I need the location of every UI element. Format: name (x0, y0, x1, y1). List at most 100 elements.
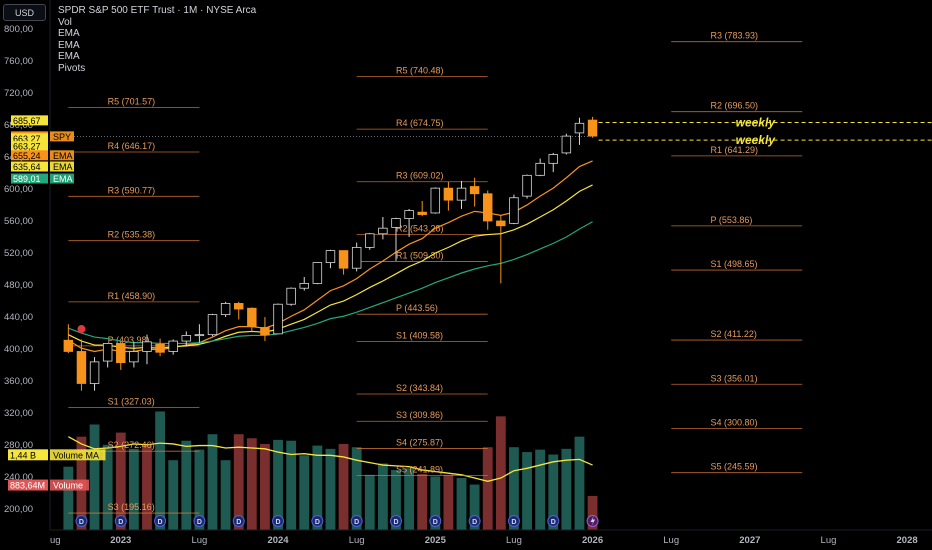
dividend-icon (507, 515, 520, 527)
candle (273, 303, 283, 335)
legend-ema-1[interactable]: EMA (58, 28, 80, 39)
volume-bar (482, 447, 493, 530)
candle (469, 177, 480, 207)
candle-body (456, 187, 467, 201)
dividend-letter: D (118, 519, 123, 526)
pivot-label: S1 (498.65) (711, 259, 758, 269)
candle-body (482, 193, 493, 222)
x-axis-labels: ug 2023 Lug 2024 Lug 2025 Lug 2026 Lug 2027 Lug 202… (50, 535, 918, 546)
y-tick-label: 440,00 (4, 312, 33, 323)
pivot-label: P (443.56) (396, 303, 438, 313)
volume-bar (286, 440, 297, 530)
volume-badge-tag: Volume (53, 481, 83, 491)
candle-body (417, 211, 427, 215)
candle-body (561, 135, 572, 154)
candle-body (194, 334, 205, 337)
currency-button[interactable]: USD (3, 4, 46, 21)
volume-bar (338, 443, 349, 530)
volume-bars (63, 411, 598, 530)
price-badge-tag-bg (50, 161, 74, 172)
candle (325, 249, 336, 269)
candle (404, 208, 414, 237)
dividend-icon (429, 515, 442, 527)
pivot-label: R5 (740.48) (396, 65, 444, 75)
candle-body (522, 174, 532, 197)
candle-body (89, 361, 100, 384)
volume-bar (587, 495, 598, 530)
dividend-letter: D (315, 519, 320, 526)
candle-body (181, 335, 192, 342)
price-badge: 685,67 (11, 115, 48, 126)
legend-pivots[interactable]: Pivots (58, 62, 86, 74)
price-badge-value: 655,24 (13, 151, 41, 161)
price-badge-value: 589,01 (13, 174, 41, 184)
candle-body (76, 351, 87, 384)
pivot-label: S1 (327.03) (108, 396, 155, 406)
legend-vol[interactable]: Vol (58, 16, 72, 28)
weekly-label: weekly (736, 133, 777, 147)
price-badge-bg (11, 161, 48, 172)
candle-body (509, 197, 519, 224)
candle-body (351, 246, 362, 269)
pivot-label: S4 (275.87) (396, 437, 443, 447)
chart-legend: SPDR S&P 500 ETF Trust · 1M · NYSE Arca … (58, 5, 256, 74)
volume-badge-bg (8, 449, 48, 461)
candle (587, 116, 598, 138)
candle (338, 250, 349, 275)
price-badge-bg (11, 173, 48, 184)
volume-bar (89, 424, 100, 530)
pivot-label: S2 (343.84) (396, 383, 443, 393)
candle-body (286, 287, 296, 305)
candle-body (312, 262, 323, 284)
price-badge: 663,27 (11, 141, 48, 152)
price-badges: 685,67665,6710d 10hSPY663,27663,27655,24… (11, 115, 74, 184)
pivot-label: S3 (356.01) (711, 373, 758, 383)
candle (194, 324, 205, 343)
candle (482, 190, 493, 230)
volume-badge-bg (8, 479, 48, 491)
x-tick-label: Lug (663, 535, 679, 546)
y-tick-label: 200,00 (4, 504, 33, 515)
candle-body (325, 250, 336, 263)
candle-body (443, 187, 454, 201)
candle (561, 133, 572, 155)
y-tick-label: 520,00 (4, 248, 33, 259)
dividend-icon (154, 515, 167, 527)
dividend-icon (389, 515, 402, 527)
pivot-label: S3 (195.16) (108, 502, 155, 512)
volume-bar (456, 478, 467, 530)
chart-title[interactable]: SPDR S&P 500 ETF Trust · 1M · NYSE Arca (58, 5, 257, 16)
x-tick-label: ug (50, 535, 61, 546)
candle (522, 174, 532, 199)
pivot-label: P (553.86) (711, 215, 753, 225)
candle (155, 338, 165, 357)
y-tick-label: 400,00 (4, 344, 33, 355)
pivot-label: R2 (543.28) (396, 223, 444, 233)
candle-body (207, 314, 218, 336)
weekly-label: weekly (736, 115, 777, 129)
x-tick-label: 2028 (897, 535, 918, 546)
dividend-icon (547, 515, 560, 527)
volume-bar (273, 439, 283, 530)
price-badge-tag-bg (50, 173, 74, 184)
volume-bar (377, 463, 388, 530)
candle-body (299, 283, 309, 289)
y-tick-label: 240,00 (4, 472, 33, 483)
volume-bar (430, 476, 441, 530)
candle-body (469, 186, 480, 195)
candle (443, 181, 454, 211)
dividend-letter: D (433, 519, 438, 526)
candle (207, 313, 218, 337)
legend-ema-3[interactable]: EMA (58, 51, 80, 62)
candle-body (260, 327, 270, 336)
legend-ema-2[interactable]: EMA (58, 39, 80, 51)
y-axis-ticks: 200,00 240,00 280,00 320,00 360,00 400,00 440,… (4, 24, 33, 515)
price-badge-tag-bg (50, 131, 74, 142)
y-tick-label: 360,00 (4, 376, 33, 387)
candle (116, 341, 126, 370)
candle (430, 187, 441, 214)
candle-body (116, 343, 126, 364)
pivot-label: R4 (646.17) (108, 141, 156, 151)
